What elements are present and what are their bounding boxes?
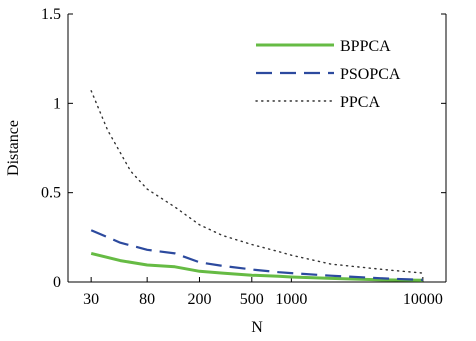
axes-group [67,14,447,283]
y-tick-label: 1 [53,95,61,112]
legend-label-bppca: BPPCA [340,38,391,55]
legend: BPPCA PSOPCA PPCA [255,38,401,111]
x-tick-label: 80 [139,291,155,308]
x-axis-label: N [251,319,263,336]
x-tick-label: 10000 [403,291,443,308]
y-ticks-group: 0 0.5 1 1.5 [41,6,446,291]
series-line-ppca [90,90,424,274]
x-tick-label: 200 [187,291,211,308]
x-tick-label: 1000 [275,291,307,308]
y-tick-label: 0.5 [41,185,61,202]
legend-label-psopca: PSOPCA [340,66,401,83]
series-line-bppca [90,251,423,282]
x-ticks-group: 30 80 200 500 1000 10000 [83,277,443,308]
y-tick-label: 0 [53,274,61,291]
y-axis-label: Distance [5,120,22,176]
series-group [90,90,424,282]
series-line-psopca [90,229,423,281]
x-tick-label: 30 [83,291,99,308]
y-tick-label: 1.5 [41,6,61,23]
x-tick-label: 500 [240,291,264,308]
legend-label-ppca: PPCA [340,94,380,111]
